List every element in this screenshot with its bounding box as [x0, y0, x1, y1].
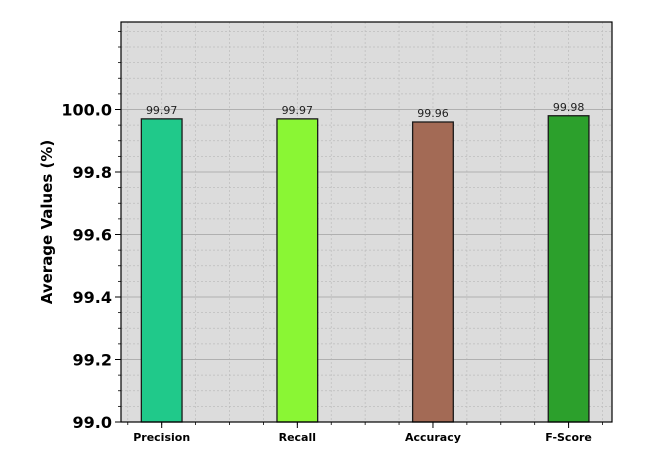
data-label: 99.97	[146, 104, 178, 117]
bar-accuracy	[411, 121, 454, 423]
plot-frame	[120, 21, 613, 423]
x-tick-label: Recall	[279, 431, 316, 444]
y-tick-label: 99.8	[73, 163, 112, 182]
y-tick-label: 100.0	[61, 101, 112, 120]
plot-background	[121, 22, 612, 422]
y-tick-label: 99.2	[73, 351, 112, 370]
x-tick-label: Precision	[133, 431, 190, 444]
y-tick-label: 99.4	[73, 288, 112, 307]
y-axis-label: Average Values (%)	[38, 140, 56, 304]
bar-precision	[140, 118, 183, 423]
x-tick-label: Accuracy	[405, 431, 461, 444]
x-tick-label: F-Score	[545, 431, 592, 444]
data-label: 99.97	[282, 104, 314, 117]
data-label: 99.98	[553, 101, 585, 114]
data-label: 99.96	[417, 107, 449, 120]
bar-f-score	[547, 115, 590, 423]
y-tick-label: 99.0	[73, 413, 112, 432]
y-tick-label: 99.6	[73, 226, 112, 245]
bar-recall	[276, 118, 319, 423]
